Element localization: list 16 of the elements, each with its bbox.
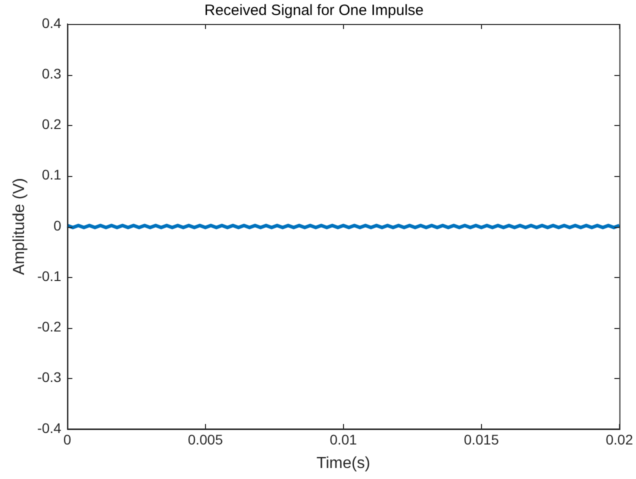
y-axis-title: Amplitude (V) xyxy=(11,178,28,275)
y-tick-label: -0.3 xyxy=(37,369,62,386)
y-tick-label: -0.1 xyxy=(37,268,62,284)
chart-title: Received Signal for One Impulse xyxy=(204,2,424,20)
y-tick-label: 0 xyxy=(54,217,62,234)
y-tick-label: 0.1 xyxy=(42,166,62,183)
x-tick-label: 0.015 xyxy=(464,431,500,448)
x-tick-label: 0.01 xyxy=(330,431,358,448)
y-tick-label: 0.3 xyxy=(42,65,62,82)
y-tick-label: -0.2 xyxy=(37,318,62,335)
y-tick-label: 0.4 xyxy=(42,14,62,31)
x-tick-label: 0.005 xyxy=(188,431,224,448)
y-tick-label: 0.2 xyxy=(42,116,62,132)
y-tick-label: -0.4 xyxy=(37,420,62,436)
x-axis-title: Time(s) xyxy=(316,454,370,472)
x-tick-label: 0.02 xyxy=(606,431,634,448)
